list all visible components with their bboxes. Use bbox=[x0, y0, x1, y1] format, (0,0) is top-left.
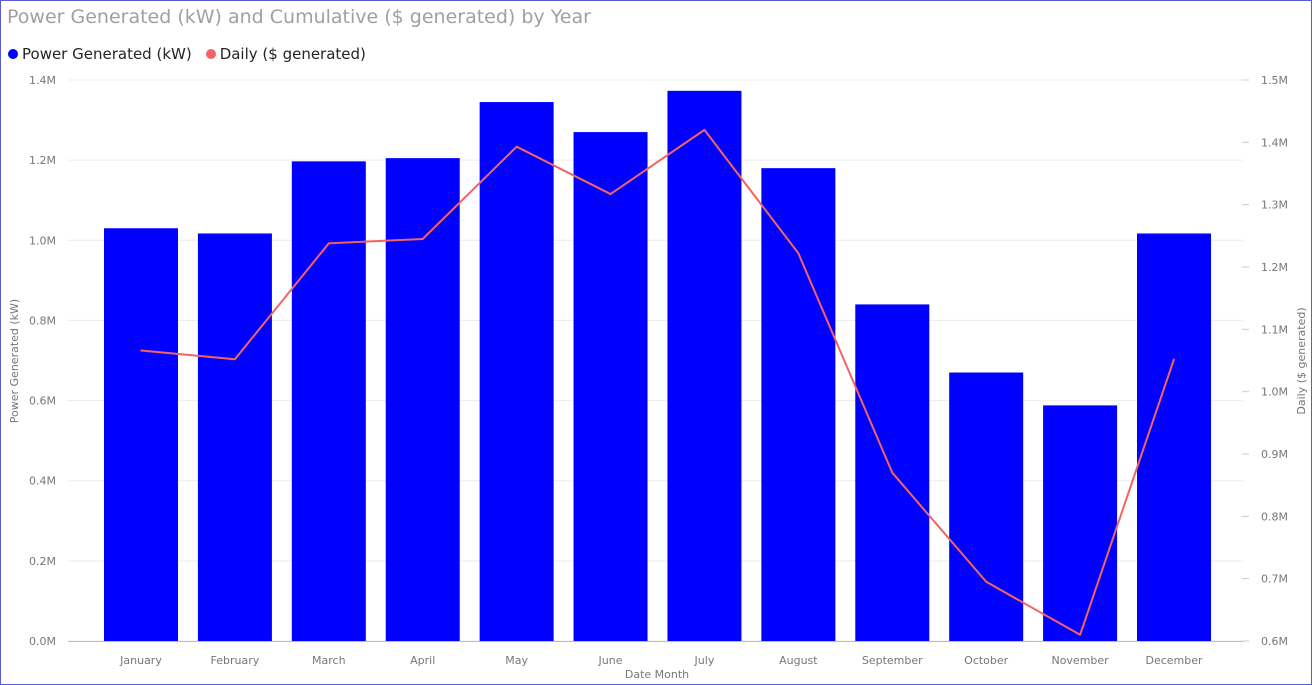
bar-july[interactable] bbox=[667, 90, 742, 642]
legend-marker-power-generated bbox=[8, 49, 18, 59]
legend-label-power-generated: Power Generated (kW) bbox=[22, 45, 192, 63]
line-point-february[interactable] bbox=[234, 358, 236, 361]
y2-tick-label: 1.0M bbox=[1261, 386, 1288, 399]
y-tick-label: 1.4M bbox=[29, 74, 56, 87]
line-series bbox=[140, 128, 1175, 636]
x-tick-label: November bbox=[1051, 654, 1109, 667]
left-axis: 0.0M 0.2M 0.4M 0.6M 0.8M 1.0M 1.2M 1.4M bbox=[29, 74, 56, 648]
y-tick-label: 0.2M bbox=[29, 555, 56, 568]
bar-january[interactable] bbox=[104, 228, 178, 641]
bar-series bbox=[104, 90, 1211, 642]
legend-marker-daily-generated bbox=[205, 49, 216, 59]
y-tick-label: 0.0M bbox=[29, 635, 56, 648]
x-tick-label: April bbox=[410, 654, 435, 667]
x-tick-label: October bbox=[964, 654, 1008, 667]
chart-title: Power Generated (kW) and Cumulative ($ g… bbox=[7, 6, 591, 28]
line-point-october[interactable] bbox=[985, 580, 987, 583]
daily-generated-line[interactable] bbox=[140, 128, 1175, 636]
y2-tick-label: 1.5M bbox=[1261, 74, 1288, 87]
x-tick-label: September bbox=[862, 654, 923, 667]
y-axis-title: Power Generated (kW) bbox=[8, 299, 21, 423]
line-point-april[interactable] bbox=[421, 238, 424, 240]
line-point-june[interactable] bbox=[609, 193, 612, 195]
y2-tick-label: 0.9M bbox=[1261, 448, 1288, 461]
y-tick-label: 0.4M bbox=[29, 475, 56, 488]
x-axis: January February March April May June July Augu… bbox=[68, 641, 1243, 667]
x-tick-label: June bbox=[598, 654, 623, 667]
line-point-december[interactable] bbox=[1173, 358, 1175, 361]
y-tick-label: 1.2M bbox=[29, 154, 56, 167]
legend: Power Generated (kW) Daily ($ generated) bbox=[8, 45, 380, 63]
x-tick-label: May bbox=[505, 654, 528, 667]
bar-october[interactable] bbox=[949, 372, 1024, 641]
x-tick-label: July bbox=[694, 654, 715, 667]
bar-march[interactable] bbox=[291, 161, 366, 641]
y2-axis-title: Daily ($ generated) bbox=[1295, 307, 1308, 414]
y2-tick-label: 1.4M bbox=[1261, 136, 1288, 149]
y2-tick-label: 1.1M bbox=[1261, 323, 1288, 336]
y-tick-label: 1.0M bbox=[29, 234, 56, 247]
legend-label-daily-generated: Daily ($ generated) bbox=[219, 45, 366, 63]
y2-tick-label: 0.6M bbox=[1261, 635, 1288, 648]
bar-november[interactable] bbox=[1043, 405, 1118, 641]
y2-tick-label: 1.2M bbox=[1261, 261, 1288, 274]
bar-may[interactable] bbox=[479, 102, 554, 641]
right-axis: 0.6M 0.7M 0.8M 0.9M 1.0M 1.1M 1.2M 1.3M 1.4M 1.5M bbox=[1242, 74, 1288, 648]
bar-february[interactable] bbox=[197, 233, 272, 641]
x-tick-label: March bbox=[312, 654, 346, 667]
x-tick-label: February bbox=[211, 654, 260, 667]
line-point-may[interactable] bbox=[515, 145, 518, 148]
x-tick-label: December bbox=[1145, 654, 1203, 667]
line-point-july[interactable] bbox=[703, 129, 706, 131]
bar-august[interactable] bbox=[761, 168, 836, 641]
y-tick-label: 0.6M bbox=[29, 395, 56, 408]
y2-tick-label: 0.7M bbox=[1261, 573, 1288, 586]
bar-december[interactable] bbox=[1137, 233, 1211, 641]
x-tick-label: January bbox=[119, 654, 162, 667]
line-point-march[interactable] bbox=[328, 242, 330, 245]
legend-item-power-generated[interactable]: Power Generated (kW) bbox=[8, 45, 192, 63]
line-point-august[interactable] bbox=[797, 252, 800, 255]
x-axis-title: Date Month bbox=[625, 668, 689, 681]
line-point-september[interactable] bbox=[891, 471, 894, 474]
y2-tick-label: 1.3M bbox=[1261, 199, 1288, 212]
legend-item-daily-generated[interactable]: Daily ($ generated) bbox=[205, 45, 366, 63]
bar-june[interactable] bbox=[573, 132, 648, 642]
y-tick-label: 0.8M bbox=[29, 314, 56, 327]
line-point-november[interactable] bbox=[1079, 633, 1081, 636]
x-tick-label: August bbox=[779, 654, 818, 667]
y2-tick-label: 0.8M bbox=[1261, 510, 1288, 523]
bar-april[interactable] bbox=[385, 158, 460, 641]
line-point-january[interactable] bbox=[140, 349, 142, 352]
